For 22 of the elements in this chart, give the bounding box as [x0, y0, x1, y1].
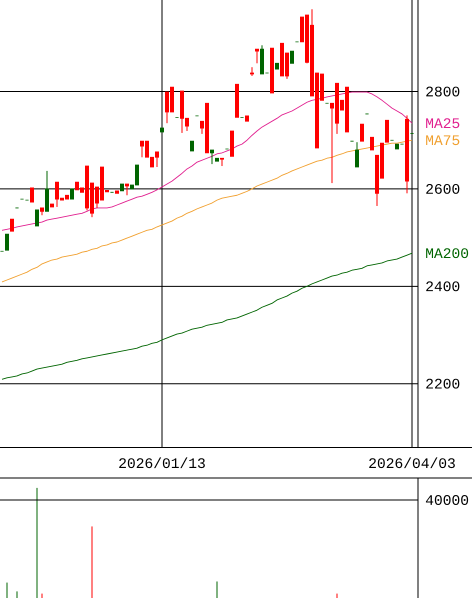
candlestick: [355, 142, 359, 168]
x-tick-label: 2026/04/03: [369, 457, 455, 468]
candlestick: [210, 149, 214, 165]
candlestick: [5, 234, 9, 251]
candlestick: [290, 50, 294, 64]
text: 40000: [426, 495, 468, 505]
series-label: MA75: [426, 135, 460, 146]
candlestick: [10, 218, 14, 232]
candlestick: [255, 48, 259, 64]
series-label: MA200: [426, 248, 468, 258]
series-label: MA25: [426, 118, 460, 128]
y-tick-label: 2800: [426, 86, 460, 96]
y-tick-label: 2400: [426, 281, 460, 292]
candlestick: [370, 136, 374, 150]
y-tick-label: 2200: [426, 378, 460, 389]
candlestick: [385, 120, 389, 143]
candlestick: [360, 124, 364, 142]
y-tick-label: 2600: [426, 184, 460, 194]
candlestick: [125, 184, 129, 196]
candlestick: [45, 170, 49, 212]
candlestick: [190, 140, 194, 152]
x-tick-label: 2026/01/13: [119, 457, 205, 468]
